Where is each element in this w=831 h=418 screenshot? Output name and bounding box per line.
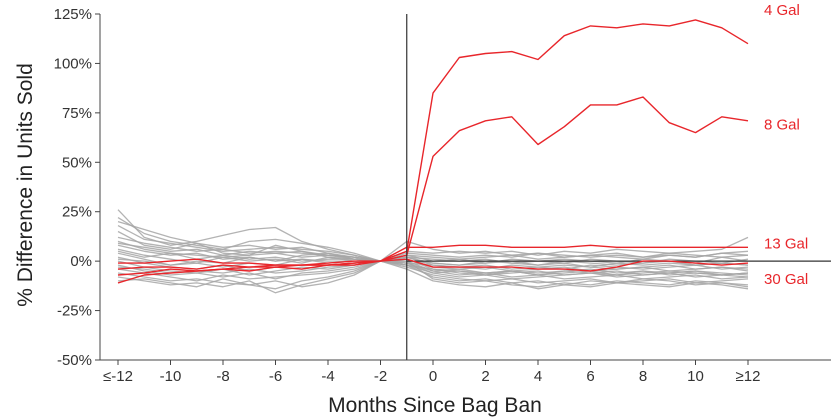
- series-line-background-16: [117, 260, 749, 290]
- series-line-background-21: [117, 220, 749, 276]
- series-label-13-gal: 13 Gal: [764, 235, 808, 252]
- series-line-30-gal: [117, 258, 749, 284]
- y-tick-label: 25%: [62, 204, 92, 221]
- series-label-30-gal: 30 Gal: [764, 271, 808, 288]
- series-label-4-gal: 4 Gal: [764, 2, 800, 19]
- x-tick-label: -6: [269, 368, 282, 385]
- highlighted-series-group: [117, 19, 749, 284]
- axes: [95, 13, 831, 365]
- x-tick-label: -4: [321, 368, 334, 385]
- series-line-13-gal: [118, 244, 748, 266]
- series-label-8-gal: 8 Gal: [764, 117, 800, 134]
- series-labels: 4 Gal 8 Gal 13 Gal 30 Gal: [764, 2, 808, 288]
- series-line-background-18: [117, 250, 749, 270]
- series-line-background-13: [117, 260, 749, 284]
- x-tick-label: -2: [374, 368, 387, 385]
- x-tick-label: ≥12: [736, 368, 761, 385]
- tick-labels: -50% -25% 0% 25% 50% 75% 100% 125% ≤-12 -10 -8 -6 -4…: [54, 6, 761, 385]
- x-tick-label: 8: [639, 368, 647, 385]
- y-tick-label: 75%: [62, 105, 92, 122]
- x-tick-label: 10: [687, 368, 704, 385]
- y-tick-label: 50%: [62, 154, 92, 171]
- y-tick-label: 100%: [54, 55, 92, 72]
- series-line-background-4: [117, 230, 749, 262]
- x-axis-title: Months Since Bag Ban: [328, 394, 542, 417]
- x-tick-label: 0: [429, 368, 437, 385]
- y-tick-label: 0%: [70, 253, 92, 270]
- series-line-background-5: [117, 236, 749, 264]
- series-line-background-19: [117, 260, 749, 276]
- series-line-background-9: [117, 252, 749, 276]
- y-tick-label: -50%: [57, 352, 92, 369]
- series-line-background-15: [117, 260, 749, 294]
- x-tick-label: 2: [481, 368, 489, 385]
- background-series-group: [117, 209, 749, 294]
- x-tick-label: 6: [586, 368, 594, 385]
- y-tick-label: 125%: [54, 6, 92, 23]
- y-axis-title: % Difference in Units Sold: [14, 63, 37, 307]
- x-tick-label: -10: [160, 368, 182, 385]
- y-tick-label: -25%: [57, 303, 92, 320]
- x-tick-label: 4: [534, 368, 542, 385]
- x-tick-label: ≤-12: [103, 368, 133, 385]
- series-line-4-gal: [117, 19, 749, 270]
- x-tick-label: -8: [216, 368, 229, 385]
